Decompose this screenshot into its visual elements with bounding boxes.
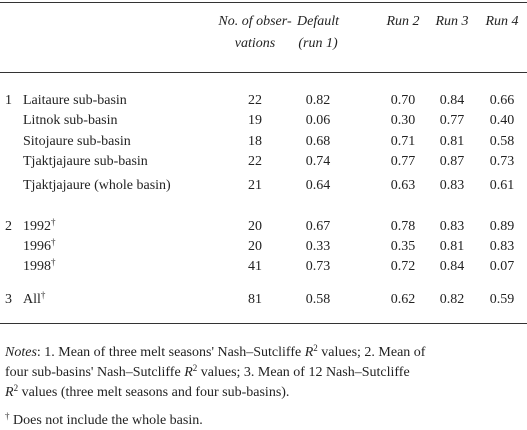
- row-label: 1992†: [23, 217, 56, 235]
- note-text: 2: [13, 383, 19, 393]
- row-label-text: All: [23, 292, 41, 307]
- cell-value: 0.83: [489, 239, 515, 254]
- row-label: All†: [23, 290, 46, 308]
- note-text: : 1. Mean of three melt seasons' Nash–Su…: [36, 345, 305, 360]
- note-line: R2 values (three melt seasons and four s…: [5, 383, 290, 401]
- row-label-text: 1996: [23, 239, 51, 254]
- row-label-text: Tjaktjajaure sub-basin: [23, 154, 148, 169]
- cell-value: 41: [248, 259, 262, 274]
- cell-value: 0.66: [489, 93, 515, 108]
- row-label: Litnok sub-basin: [23, 113, 118, 129]
- row-label: Laitaure sub-basin: [23, 93, 127, 109]
- cell-value: 0.58: [489, 134, 515, 149]
- footnote: † Does not include the whole basin.: [5, 411, 203, 429]
- group-number: 2: [5, 219, 12, 234]
- column-header: Run 2: [386, 14, 420, 29]
- column-header: Run 4: [485, 14, 519, 29]
- cell-value: 0.58: [305, 292, 331, 307]
- cell-value: 0.89: [489, 219, 515, 234]
- row-label: Tjaktjajaure (whole basin): [23, 178, 171, 194]
- cell-value: 0.87: [439, 154, 465, 169]
- cell-value: 0.81: [439, 134, 465, 149]
- row-label-text: Tjaktjajaure (whole basin): [23, 178, 171, 193]
- cell-value: 0.78: [390, 219, 416, 234]
- cell-value: 0.81: [439, 239, 465, 254]
- cell-value: 19: [248, 113, 262, 128]
- cell-value: 0.35: [390, 239, 416, 254]
- cell-value: 18: [248, 134, 262, 149]
- row-label-text: 1998: [23, 259, 51, 274]
- cell-value: 0.83: [439, 178, 465, 193]
- note-line: four sub-basins' Nash–Sutcliffe R2 value…: [5, 363, 410, 381]
- cell-value: 0.62: [390, 292, 416, 307]
- note-text: values; 3. Mean of 12 Nash–Sutcliffe: [197, 365, 410, 380]
- cell-value: 0.30: [390, 113, 416, 128]
- note-text: four sub-basins' Nash–Sutcliffe: [5, 365, 185, 380]
- column-header: Default: [297, 14, 339, 29]
- cell-value: 0.71: [390, 134, 416, 149]
- cell-value: 0.68: [305, 134, 331, 149]
- cell-value: 20: [248, 219, 262, 234]
- cell-value: 0.07: [489, 259, 515, 274]
- note-text: Notes: [5, 345, 37, 360]
- cell-value: 0.40: [489, 113, 515, 128]
- row-label-text: Litnok sub-basin: [23, 113, 118, 128]
- column-header: Run 3: [435, 14, 469, 29]
- row-label: Sitojaure sub-basin: [23, 134, 131, 150]
- note-text: 2: [192, 363, 198, 373]
- row-label-text: Sitojaure sub-basin: [23, 134, 131, 149]
- cell-value: 0.70: [390, 93, 416, 108]
- cell-value: 0.84: [439, 259, 465, 274]
- row-label: Tjaktjajaure sub-basin: [23, 154, 148, 170]
- group-number: 1: [5, 93, 12, 108]
- cell-value: 0.77: [390, 154, 416, 169]
- cell-value: 21: [248, 178, 262, 193]
- dagger: †: [51, 237, 56, 247]
- bottom-rule: [0, 323, 527, 324]
- row-label-text: 1992: [23, 219, 51, 234]
- cell-value: 0.33: [305, 239, 331, 254]
- row-label: 1998†: [23, 257, 56, 275]
- dagger: †: [40, 290, 46, 300]
- cell-value: 0.83: [439, 219, 465, 234]
- cell-value: 0.82: [305, 93, 331, 108]
- cell-value: 0.64: [305, 178, 331, 193]
- cell-value: 22: [248, 93, 262, 108]
- dagger: †: [51, 257, 56, 267]
- dagger: †: [51, 217, 56, 227]
- note-text: values (three melt seasons and four sub-…: [18, 385, 290, 400]
- cell-value: 0.84: [439, 93, 465, 108]
- note-line: Notes: 1. Mean of three melt seasons' Na…: [5, 343, 426, 361]
- row-label-text: Laitaure sub-basin: [23, 93, 127, 108]
- column-header: No. of obser-: [218, 14, 292, 29]
- cell-value: 81: [248, 292, 262, 307]
- cell-value: 0.63: [390, 178, 416, 193]
- cell-value: 0.06: [305, 113, 331, 128]
- note-text: R: [184, 365, 193, 380]
- cell-value: 0.72: [390, 259, 416, 274]
- note-text: Does not include the whole basin.: [9, 413, 203, 428]
- note-text: values; 2. Mean of: [317, 345, 426, 360]
- header-rule: [0, 72, 527, 73]
- cell-value: 0.67: [305, 219, 331, 234]
- note-text: R: [304, 345, 314, 360]
- cell-value: 0.77: [439, 113, 465, 128]
- cell-value: 0.73: [489, 154, 515, 169]
- top-rule: [0, 2, 527, 3]
- cell-value: 0.73: [305, 259, 331, 274]
- cell-value: 0.74: [305, 154, 331, 169]
- cell-value: 20: [248, 239, 262, 254]
- group-number: 3: [5, 292, 12, 307]
- cell-value: 0.59: [489, 292, 515, 307]
- cell-value: 0.82: [439, 292, 465, 307]
- cell-value: 22: [248, 154, 262, 169]
- cell-value: 0.61: [489, 178, 515, 193]
- column-header: (run 1): [298, 36, 338, 51]
- column-header: vations: [234, 36, 276, 51]
- row-label: 1996†: [23, 237, 56, 255]
- note-text: †: [5, 411, 10, 421]
- note-text: 2: [313, 343, 318, 353]
- note-text: R: [5, 385, 14, 400]
